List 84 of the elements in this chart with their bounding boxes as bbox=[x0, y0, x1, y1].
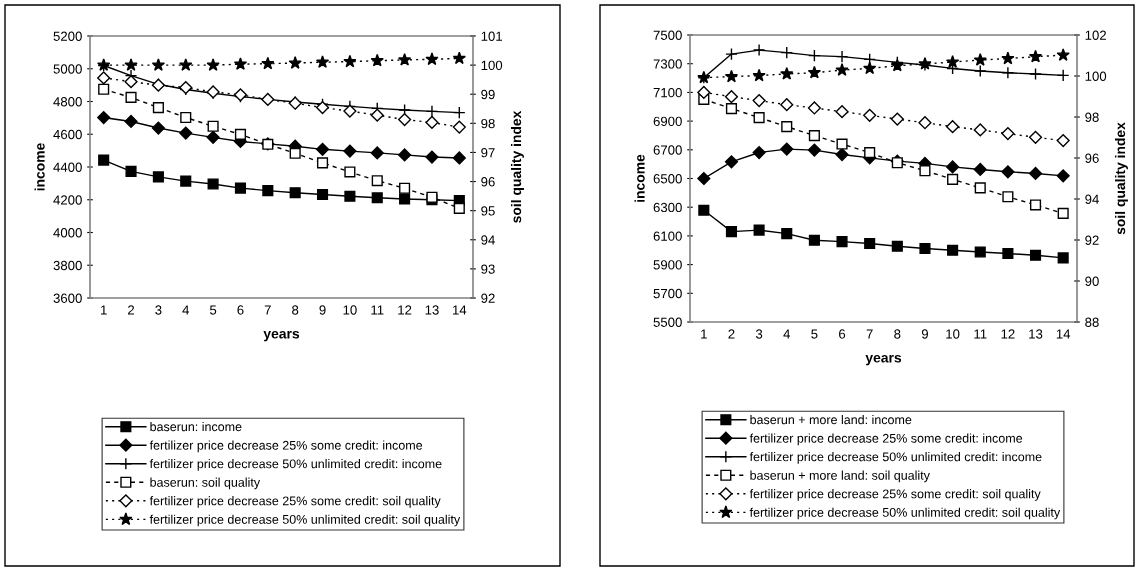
x-tick-label: 4 bbox=[182, 305, 190, 315]
x-tick-label: 10 bbox=[343, 305, 357, 315]
y-tick-label: 6700 bbox=[653, 145, 682, 155]
y2-tick-label: 98 bbox=[1085, 112, 1099, 122]
y-tick-label: 5000 bbox=[53, 64, 82, 74]
y-tick-label: 6500 bbox=[653, 174, 682, 184]
x-tick-label: 4 bbox=[783, 329, 791, 339]
legend-label: fertilizer price decrease 50% unlimited credit: soil quality bbox=[749, 507, 1061, 520]
y-tick-label: 5500 bbox=[653, 317, 682, 327]
x-tick-label: 12 bbox=[398, 305, 412, 315]
y2-tick-label: 94 bbox=[1085, 194, 1099, 204]
legend-label: fertilizer price decrease 25% some credit: income bbox=[749, 433, 1023, 446]
y2-axis-title: soil quality index bbox=[510, 110, 524, 223]
x-tick-label: 5 bbox=[209, 305, 217, 315]
y-axis-title: income bbox=[34, 143, 45, 191]
x-tick-label: 11 bbox=[371, 305, 384, 315]
y2-tick-label: 93 bbox=[481, 264, 495, 274]
x-tick-label: 13 bbox=[1029, 329, 1043, 339]
legend-label: fertilizer price decrease 25% some credit: income bbox=[149, 440, 423, 453]
x-axis-title: years bbox=[263, 330, 300, 342]
legend-label: baserun: soil quality bbox=[150, 477, 261, 490]
x-tick-label: 1 bbox=[101, 305, 107, 315]
y-tick-label: 7100 bbox=[653, 87, 682, 98]
y-tick-label: 4600 bbox=[53, 129, 82, 140]
x-tick-label: 8 bbox=[292, 305, 299, 315]
x-tick-label: 14 bbox=[1056, 329, 1071, 339]
x-tick-label: 6 bbox=[839, 329, 846, 339]
x-tick-label: 12 bbox=[1001, 329, 1015, 339]
y2-tick-label: 92 bbox=[481, 293, 495, 303]
x-tick-label: 11 bbox=[974, 329, 987, 339]
y-tick-label: 4200 bbox=[53, 195, 82, 205]
y-tick-label: 6300 bbox=[653, 202, 682, 213]
y-tick-label: 6900 bbox=[653, 116, 682, 127]
x-tick-label: 6 bbox=[237, 305, 244, 315]
x-tick-label: 7 bbox=[866, 329, 873, 339]
x-tick-label: 10 bbox=[946, 329, 960, 339]
legend-label: baserun + more land: soil quality bbox=[750, 470, 930, 483]
y2-tick-label: 88 bbox=[1085, 317, 1099, 327]
legend-label: fertilizer price decrease 50% unlimited credit: income bbox=[149, 459, 442, 471]
y2-tick-label: 100 bbox=[1085, 71, 1107, 81]
y2-tick-label: 96 bbox=[1085, 153, 1099, 163]
y2-tick-label: 97 bbox=[481, 148, 495, 158]
y-tick-label: 4400 bbox=[53, 162, 82, 172]
x-axis-title: years bbox=[865, 354, 902, 366]
y-tick-label: 5700 bbox=[653, 288, 682, 299]
y2-tick-label: 92 bbox=[1085, 235, 1099, 245]
y2-tick-label: 95 bbox=[481, 206, 495, 216]
y2-tick-label: 90 bbox=[1085, 276, 1099, 286]
x-tick-label: 8 bbox=[894, 329, 901, 339]
x-tick-label: 9 bbox=[319, 305, 326, 315]
y-tick-label: 7300 bbox=[653, 59, 682, 69]
y-tick-label: 3600 bbox=[53, 293, 82, 303]
y-tick-label: 3800 bbox=[53, 260, 82, 271]
x-tick-label: 9 bbox=[921, 329, 929, 339]
y-tick-label: 6100 bbox=[653, 231, 682, 241]
y-axis-title: income bbox=[634, 154, 645, 202]
legend-label: fertilizer price decrease 25% some credit: soil quality bbox=[149, 496, 441, 508]
y-tick-label: 5200 bbox=[53, 31, 82, 41]
y2-tick-label: 94 bbox=[481, 235, 495, 245]
y-tick-label: 7500 bbox=[653, 30, 682, 40]
legend-label: baserun + more land: income bbox=[750, 415, 912, 425]
y2-tick-label: 96 bbox=[481, 177, 495, 187]
y2-axis-title: soil quality index bbox=[1114, 122, 1128, 235]
y2-tick-label: 101 bbox=[481, 31, 503, 41]
y2-tick-label: 99 bbox=[481, 89, 495, 100]
x-tick-label: 2 bbox=[728, 329, 735, 339]
x-tick-label: 14 bbox=[452, 305, 467, 315]
y2-tick-label: 102 bbox=[1085, 30, 1106, 40]
x-tick-label: 2 bbox=[128, 305, 135, 315]
x-tick-label: 7 bbox=[264, 305, 271, 315]
y-tick-label: 5900 bbox=[653, 260, 682, 270]
legend-label: fertilizer price decrease 50% unlimited credit: soil quality bbox=[149, 514, 461, 527]
x-tick-label: 3 bbox=[755, 329, 763, 339]
x-tick-label: 3 bbox=[155, 305, 162, 315]
y2-tick-label: 98 bbox=[481, 118, 495, 129]
x-tick-label: 13 bbox=[425, 305, 439, 315]
legend-label: fertilizer price decrease 25% some credit: soil quality bbox=[749, 489, 1041, 501]
legend-label: baserun: income bbox=[150, 422, 242, 432]
y-tick-label: 4800 bbox=[53, 97, 82, 107]
y-tick-label: 4000 bbox=[53, 228, 82, 238]
x-tick-label: 5 bbox=[811, 329, 818, 339]
legend-label: fertilizer price decrease 50% unlimited credit: income bbox=[749, 452, 1042, 464]
y2-tick-label: 100 bbox=[481, 60, 503, 71]
x-tick-label: 1 bbox=[701, 329, 707, 339]
